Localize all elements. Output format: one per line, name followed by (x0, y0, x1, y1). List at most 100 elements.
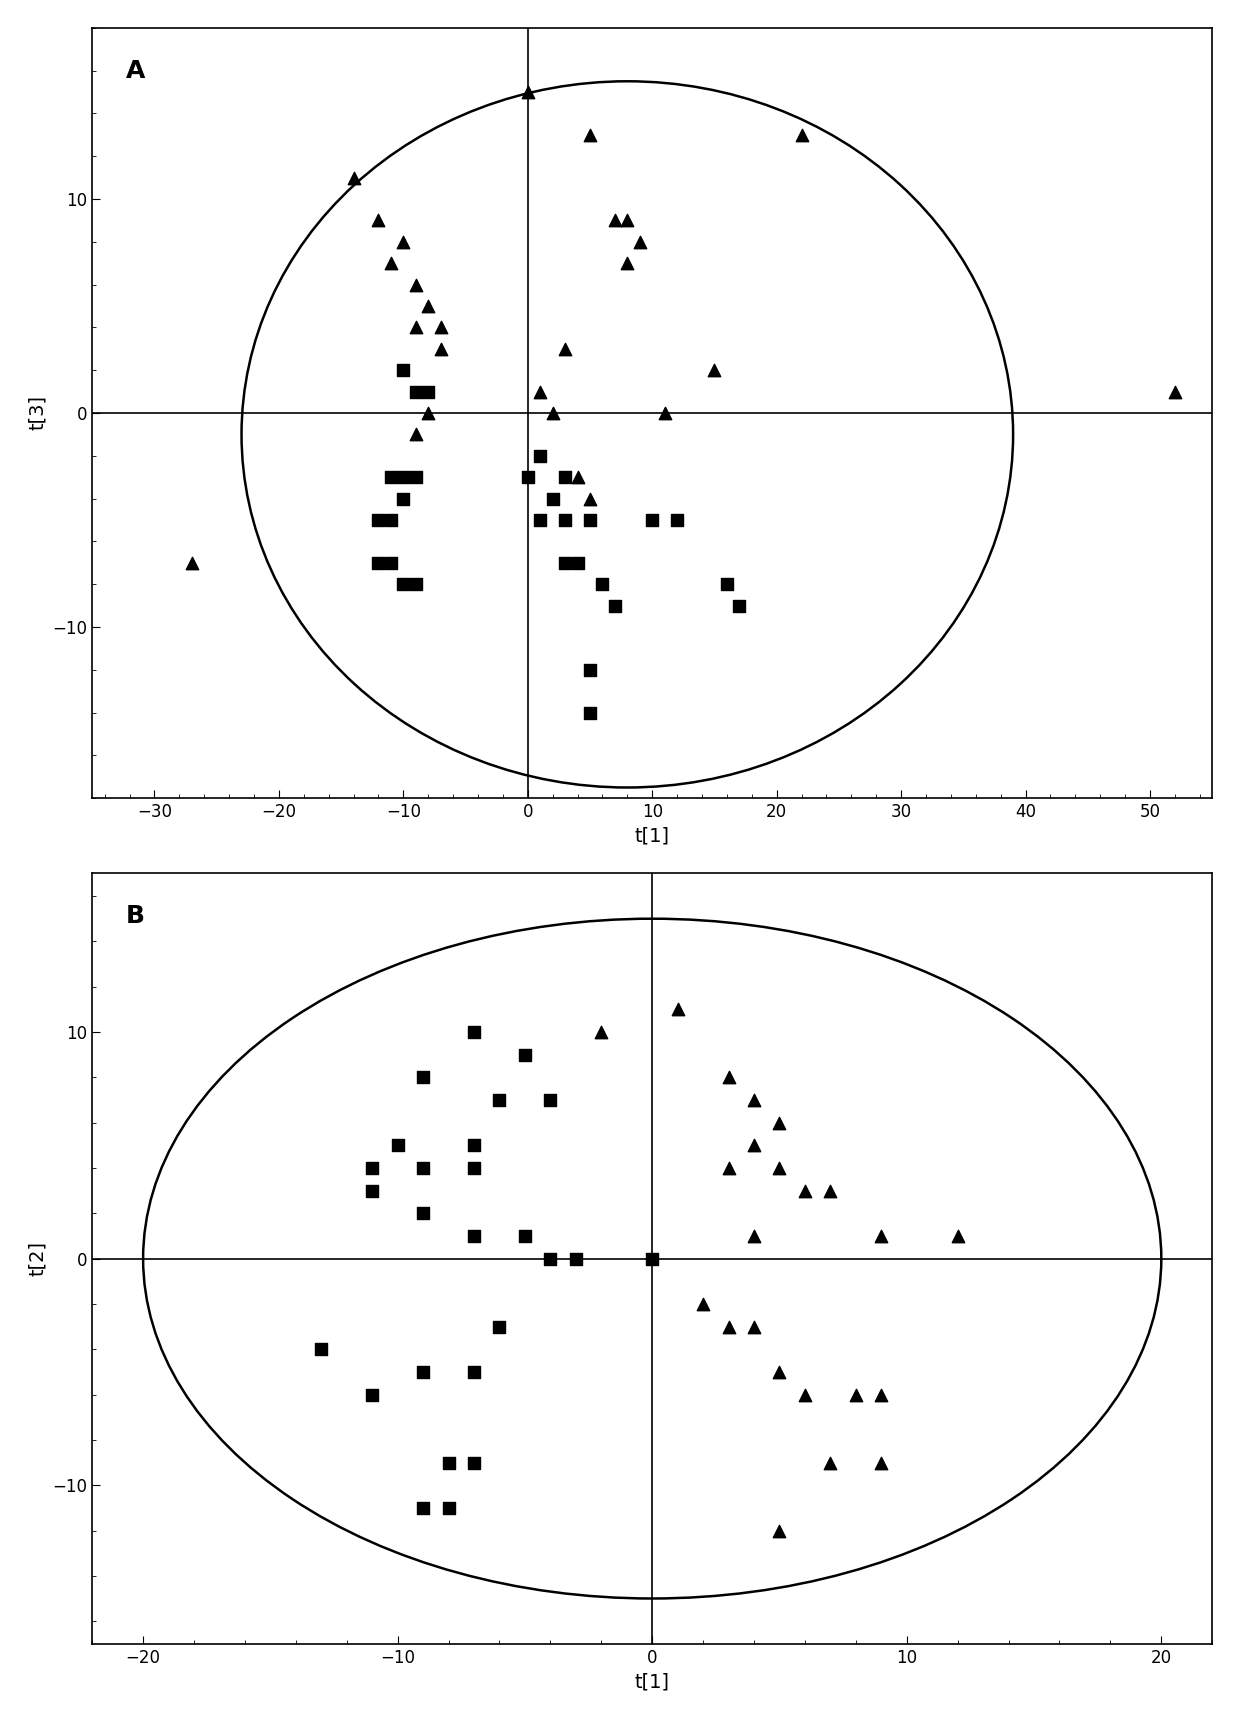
Point (729, 591, 749, 619)
Point (381, 548, 401, 576)
Point (791, 120, 811, 148)
Point (405, 272, 425, 299)
Point (531, 378, 551, 406)
Point (770, 1153, 790, 1181)
Point (464, 1358, 484, 1386)
Point (556, 335, 575, 363)
Point (405, 571, 425, 598)
Point (393, 356, 413, 383)
Point (362, 1178, 382, 1205)
Point (1164, 378, 1184, 406)
Point (795, 1178, 815, 1205)
Point (580, 700, 600, 727)
Point (744, 1131, 764, 1159)
Point (744, 1313, 764, 1341)
Text: A: A (125, 58, 145, 83)
Point (368, 206, 388, 234)
Point (413, 1358, 433, 1386)
Point (413, 1153, 433, 1181)
Point (580, 120, 600, 148)
Point (556, 505, 575, 533)
Point (565, 1245, 585, 1272)
Point (381, 249, 401, 277)
Point (343, 163, 363, 191)
Point (464, 1018, 484, 1045)
Point (821, 1449, 841, 1477)
Point (568, 548, 588, 576)
Point (418, 292, 438, 320)
Point (872, 1449, 892, 1477)
Point (693, 1291, 713, 1318)
Point (413, 1494, 433, 1521)
Point (430, 313, 450, 340)
Point (580, 485, 600, 512)
Point (593, 571, 613, 598)
Point (618, 206, 637, 234)
Point (543, 399, 563, 426)
Point (393, 229, 413, 256)
Point (311, 1336, 331, 1363)
Point (556, 464, 575, 492)
Point (464, 1222, 484, 1250)
Point (744, 1222, 764, 1250)
Point (362, 1380, 382, 1408)
Text: B: B (125, 904, 145, 928)
Point (393, 485, 413, 512)
Point (846, 1380, 866, 1408)
X-axis label: t[1]: t[1] (635, 827, 670, 846)
Point (770, 1516, 790, 1544)
Point (368, 548, 388, 576)
Point (388, 1131, 408, 1159)
Point (490, 1086, 510, 1114)
Point (580, 657, 600, 684)
Point (717, 571, 737, 598)
Point (667, 505, 687, 533)
Point (618, 249, 637, 277)
Point (719, 1313, 739, 1341)
Y-axis label: t[2]: t[2] (27, 1241, 47, 1275)
Point (541, 1245, 560, 1272)
Point (405, 313, 425, 340)
Point (580, 505, 600, 533)
Point (413, 1200, 433, 1227)
Point (430, 335, 450, 363)
Point (393, 571, 413, 598)
Point (605, 206, 625, 234)
Point (719, 1153, 739, 1181)
Point (418, 378, 438, 406)
Point (182, 548, 202, 576)
Point (464, 1153, 484, 1181)
Point (531, 442, 551, 469)
Point (515, 1222, 534, 1250)
Point (605, 591, 625, 619)
Point (405, 464, 425, 492)
Point (541, 1086, 560, 1114)
Point (744, 1086, 764, 1114)
Point (872, 1222, 892, 1250)
Point (770, 1109, 790, 1136)
Point (518, 79, 538, 107)
Point (515, 1042, 534, 1069)
Point (393, 464, 413, 492)
Point (821, 1178, 841, 1205)
Point (405, 421, 425, 449)
Point (947, 1222, 967, 1250)
Point (770, 1358, 790, 1386)
Point (568, 464, 588, 492)
Point (642, 1245, 662, 1272)
Point (464, 1131, 484, 1159)
Point (362, 1153, 382, 1181)
Point (405, 378, 425, 406)
X-axis label: t[1]: t[1] (635, 1673, 670, 1691)
Point (872, 1380, 892, 1408)
Point (439, 1449, 459, 1477)
Point (413, 1064, 433, 1092)
Point (531, 505, 551, 533)
Point (464, 1449, 484, 1477)
Y-axis label: t[3]: t[3] (27, 395, 47, 430)
Point (655, 399, 675, 426)
Point (381, 505, 401, 533)
Point (543, 485, 563, 512)
Point (795, 1380, 815, 1408)
Point (439, 1494, 459, 1521)
